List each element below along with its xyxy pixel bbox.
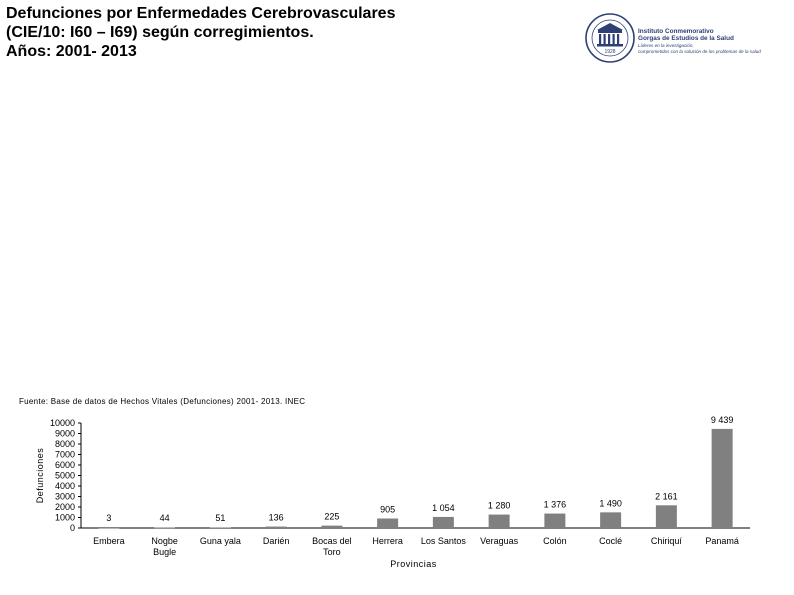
source-note: Fuente: Base de datos de Hechos Vitales … — [19, 397, 306, 406]
data-label: 225 — [324, 512, 339, 522]
data-label: 51 — [215, 513, 225, 523]
logo-line-1: Instituto Conmemorativo — [638, 28, 714, 35]
bar — [432, 516, 454, 528]
y-tick-label: 5000 — [55, 471, 75, 481]
title-line-2: (CIE/10: I60 – I69) según corregimientos… — [6, 24, 314, 41]
institute-logo: 1928 Instituto Conmemorativo Gorgas de E… — [584, 12, 784, 64]
data-label: 9 439 — [711, 415, 734, 425]
data-label: 1 490 — [599, 498, 622, 508]
x-tick-label: Los Santos — [421, 536, 467, 546]
bar — [265, 526, 287, 528]
y-tick-label: 4000 — [55, 481, 75, 491]
y-tick-label: 10000 — [50, 418, 75, 428]
title-line-3: Años: 2001- 2013 — [6, 43, 137, 60]
bar — [98, 527, 120, 529]
x-tick-label: Panamá — [705, 536, 739, 546]
seal-icon: 1928 — [585, 13, 635, 63]
logo-line-3: Líderes en la investigación, — [638, 43, 694, 48]
bar — [711, 428, 733, 528]
bar — [154, 527, 176, 529]
data-label: 1 376 — [544, 500, 567, 510]
y-tick-label: 8000 — [55, 439, 75, 449]
x-tick-label: Bugle — [153, 547, 176, 557]
bar — [655, 505, 677, 528]
y-tick-label: 1000 — [55, 513, 75, 523]
y-tick-label: 9000 — [55, 429, 75, 439]
x-tick-label: Nogbe — [151, 536, 178, 546]
x-tick-label: Coclé — [599, 536, 622, 546]
x-tick-label: Chiriquí — [651, 536, 683, 546]
data-label: 44 — [160, 513, 170, 523]
bar — [544, 513, 566, 528]
y-tick-label: 0 — [70, 523, 75, 533]
x-tick-label: Guna yala — [200, 536, 241, 546]
x-tick-label: Embera — [93, 536, 125, 546]
y-tick-label: 2000 — [55, 502, 75, 512]
x-tick-label: Colón — [543, 536, 567, 546]
data-label: 3 — [106, 513, 111, 523]
x-tick-label: Toro — [323, 547, 341, 557]
logo-line-4: comprometidos con la solución de los pro… — [638, 49, 761, 54]
x-tick-label: Darién — [263, 536, 290, 546]
title-line-1: Defunciones por Enfermedades Cerebrovasc… — [6, 5, 396, 22]
x-tick-label: Herrera — [372, 536, 403, 546]
data-label: 905 — [380, 504, 395, 514]
x-axis-title: Provincias — [390, 559, 437, 569]
logo-text: Instituto Conmemorativo Gorgas de Estudi… — [638, 28, 788, 54]
bar — [377, 518, 399, 528]
y-tick-label: 7000 — [55, 450, 75, 460]
data-label: 1 280 — [488, 501, 511, 511]
bar — [488, 514, 510, 528]
bar — [600, 512, 622, 528]
y-tick-label: 3000 — [55, 492, 75, 502]
data-label: 136 — [269, 513, 284, 523]
bar — [321, 525, 343, 528]
data-label: 2 161 — [655, 491, 678, 501]
x-tick-label: Bocas del — [312, 536, 352, 546]
data-label: 1 054 — [432, 503, 455, 513]
y-axis-title: Defunciones — [35, 448, 45, 504]
y-tick-label: 6000 — [55, 460, 75, 470]
page-title: Defunciones por Enfermedades Cerebrovasc… — [6, 4, 486, 61]
bar — [209, 527, 231, 529]
x-tick-label: Veraguas — [480, 536, 519, 546]
seal-year: 1928 — [604, 49, 615, 55]
logo-line-2: Gorgas de Estudios de la Salud — [638, 35, 734, 42]
